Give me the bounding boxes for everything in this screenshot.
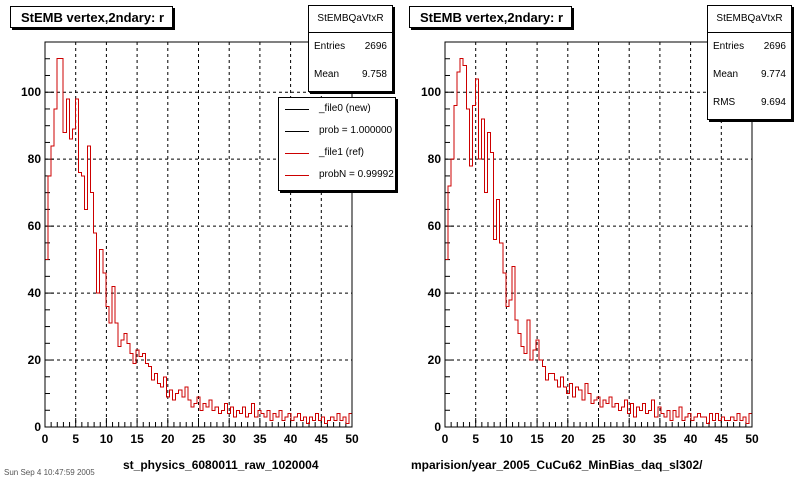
x-tick-label: 50 [745, 432, 759, 446]
x-tick-label: 25 [192, 432, 206, 446]
x-tick-label: 20 [161, 432, 175, 446]
stats-entries-value: 2696 [763, 41, 786, 52]
x-tick-label: 20 [561, 432, 575, 446]
stats-entries-label: Entries [713, 41, 745, 52]
x-tick-label: 40 [684, 432, 698, 446]
stats-rms-row: RMS 9.694 [708, 89, 791, 117]
x-axis-caption-right: mparision/year_2005_CuCu62_MinBias_daq_s… [411, 458, 703, 472]
x-tick-label: 40 [284, 432, 298, 446]
y-tick-label: 80 [28, 152, 42, 166]
plot-frame-left [44, 41, 353, 428]
x-tick-label: 35 [653, 432, 667, 446]
legend-label-ref: _file1 (ref) [319, 147, 365, 158]
y-tick-label: 0 [34, 420, 41, 434]
legend-swatch-prob [285, 131, 309, 132]
stats-entries-value: 2696 [364, 41, 387, 52]
x-tick-label: 0 [442, 432, 449, 446]
legend-label-probn: probN = 0.99992 [319, 169, 394, 180]
x-tick-label: 45 [715, 432, 729, 446]
stats-mean-value: 9.774 [760, 69, 786, 80]
x-axis-caption-left: st_physics_6080011_raw_1020004 [123, 458, 319, 472]
stats-entries-row: Entries 2696 [309, 33, 392, 61]
x-tick-label: 10 [100, 432, 114, 446]
legend-label-new: _file0 (new) [319, 103, 371, 114]
stats-rms-value: 9.694 [760, 97, 786, 108]
legend-label-prob: prob = 1.000000 [319, 125, 393, 136]
legend-item-ref: _file1 (ref) [279, 142, 395, 164]
legend-swatch-new [285, 109, 309, 110]
x-tick-label: 45 [315, 432, 329, 446]
stats-name: StEMBQaVtxR [708, 6, 791, 33]
y-tick-label: 40 [428, 286, 442, 300]
stats-mean-label: Mean [713, 69, 739, 80]
stats-mean-label: Mean [314, 69, 340, 80]
x-tick-label: 5 [472, 432, 479, 446]
y-tick-label: 20 [428, 353, 442, 367]
histogram-series-a-right [444, 58, 753, 427]
chart-title-left: StEMB vertex,2ndary: r [10, 6, 174, 28]
y-tick-label: 20 [28, 353, 42, 367]
x-tick-label: 30 [223, 432, 237, 446]
stats-box-right: StEMBQaVtxR Entries 2696 Mean 9.774 RMS … [707, 5, 792, 120]
legend-item-new: _file0 (new) [279, 98, 395, 120]
y-tick-label: 60 [428, 219, 442, 233]
stats-entries-row: Entries 2696 [708, 33, 791, 61]
y-tick-label: 100 [421, 85, 441, 99]
y-tick-label: 80 [428, 152, 442, 166]
stats-name: StEMBQaVtxR [309, 6, 392, 33]
legend-item-prob: prob = 1.000000 [279, 120, 395, 142]
stats-entries-label: Entries [314, 41, 346, 52]
y-tick-label: 60 [28, 219, 42, 233]
x-tick-label: 15 [530, 432, 544, 446]
chart-title-right-text: StEMB vertex,2ndary: r [420, 10, 564, 25]
x-tick-label: 35 [253, 432, 267, 446]
chart-title-right: StEMB vertex,2ndary: r [409, 6, 573, 28]
x-tick-label: 0 [42, 432, 49, 446]
x-tick-label: 5 [72, 432, 79, 446]
legend-swatch-probn [285, 175, 309, 176]
legend-swatch-ref [285, 153, 309, 154]
stats-mean-row: Mean 9.774 [708, 61, 791, 89]
x-tick-label: 30 [623, 432, 637, 446]
x-tick-label: 15 [130, 432, 144, 446]
chart-title-left-text: StEMB vertex,2ndary: r [21, 10, 165, 25]
stats-rms-label: RMS [713, 97, 736, 108]
stats-mean-row: Mean 9.758 [309, 61, 392, 89]
y-tick-label: 0 [434, 420, 441, 434]
x-tick-label: 10 [500, 432, 514, 446]
stats-mean-value: 9.758 [361, 69, 387, 80]
histogram-series-b-left [44, 58, 353, 427]
stats-box-left: StEMBQaVtxR Entries 2696 Mean 9.758 [308, 5, 393, 92]
legend-item-probn: probN = 0.99992 [279, 164, 395, 186]
y-tick-label: 100 [21, 85, 41, 99]
y-tick-label: 40 [28, 286, 42, 300]
legend-box: _file0 (new) prob = 1.000000 _file1 (ref… [278, 97, 396, 191]
x-tick-label: 25 [592, 432, 606, 446]
timestamp-footnote: Sun Sep 4 10:47:59 2005 [4, 468, 95, 477]
plot-frame-right [444, 41, 753, 428]
x-tick-label: 50 [345, 432, 359, 446]
